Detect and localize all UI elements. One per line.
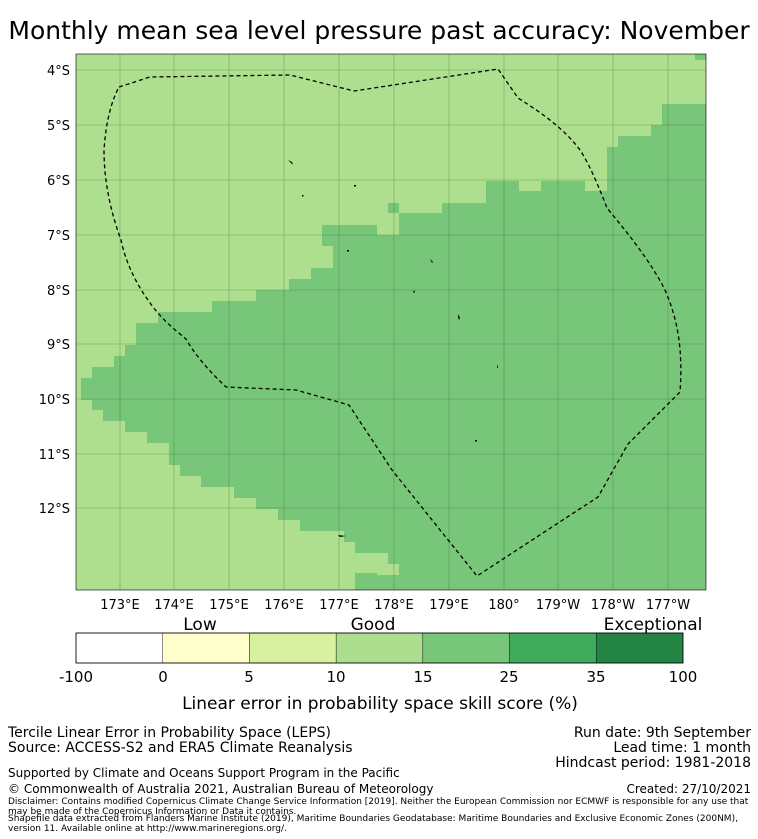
method-text: Tercile Linear Error in Probability Spac… [8,725,331,741]
lon-label: 178°E [374,598,414,613]
skill-cell-corner [695,54,706,60]
colorbar-swatch [335,632,424,664]
island [497,364,498,368]
lat-label: 8°S [47,284,70,299]
lon-label: 179°E [429,598,469,613]
lon-label: 174°E [154,598,194,613]
colorbar-tick: 25 [499,668,518,686]
island [302,195,304,197]
skill-cell-bottom [355,573,377,590]
skill-region-higher [81,104,706,590]
lat-label: 12°S [39,502,70,517]
map-gridlines [76,54,706,590]
shapefile-credit: Shapefile data extracted from Flanders M… [8,814,738,834]
colorbar-swatch [596,632,684,664]
colorbar-tick: 35 [586,668,605,686]
map-frame [75,53,707,591]
lat-label: 4°S [47,64,70,79]
source-text: Source: ACCESS-S2 and ERA5 Climate Reana… [8,740,353,756]
colorbar [75,632,684,664]
longitude-axis: 173°E 174°E 175°E 176°E 177°E 178°E 179°… [100,598,690,613]
island [430,259,433,263]
colorbar-swatch [509,632,597,664]
colorbar-tick: 100 [669,668,698,686]
island [413,290,415,293]
lead-time: Lead time: 1 month [613,740,751,756]
lat-label: 9°S [47,338,70,353]
map-panel [76,54,706,590]
lat-label: 6°S [47,174,70,189]
lon-label: 173°E [100,598,140,613]
page-title: Monthly mean sea level pressure past acc… [8,16,750,45]
disclaimer-text: Disclaimer: Contains modified Copernicus… [8,797,749,817]
lon-label: 179°W [536,598,580,613]
lon-label: 180° [488,598,519,613]
lat-label: 11°S [39,448,70,463]
island [354,185,356,187]
colorbar-tick: 15 [413,668,432,686]
footer-left: Tercile Linear Error in Probability Spac… [8,726,353,756]
island [475,440,477,442]
colorbar-swatch [422,632,510,664]
colorbar-label: Linear error in probability space skill … [182,694,578,714]
hindcast-period: Hindcast period: 1981-2018 [555,755,751,771]
run-date: Run date: 9th September [573,725,751,741]
skill-map-figure: 4°S 5°S 6°S 7°S 8°S 9°S 10°S 11°S 12°S 1… [39,53,707,714]
copyright-text: © Commonwealth of Australia 2021, Austra… [8,782,434,796]
lon-label: 176°E [264,598,304,613]
colorbar-ticks: -100 0 5 10 15 25 35 100 [59,668,697,686]
colorbar-tick: 0 [158,668,168,686]
island [338,535,346,537]
lon-label: 175°E [209,598,249,613]
colorbar-swatch [75,632,163,664]
island [288,160,293,165]
footer-right: Run date: 9th September Lead time: 1 mon… [555,726,751,771]
category-good: Good [351,615,396,635]
colorbar-categories: Low Good Exceptional [183,615,702,635]
category-exceptional: Exceptional [604,615,703,635]
colorbar-tick: -100 [59,668,93,686]
colorbar-tick: 10 [326,668,345,686]
colorbar-swatch [162,632,250,664]
supported-text: Supported by Climate and Oceans Support … [8,766,400,780]
island [458,314,460,320]
lat-label: 10°S [39,393,70,408]
category-low: Low [183,615,217,635]
colorbar-frame [75,632,684,664]
lon-label: 177°E [319,598,359,613]
colorbar-tick: 5 [244,668,254,686]
lat-label: 7°S [47,229,70,244]
created-date: Created: 27/10/2021 [626,782,751,796]
colorbar-swatch [249,632,337,664]
lon-label: 178°W [591,598,635,613]
eez-boundary [103,68,682,577]
latitude-axis: 4°S 5°S 6°S 7°S 8°S 9°S 10°S 11°S 12°S [39,64,70,517]
lat-label: 5°S [47,119,70,134]
islands [288,160,498,537]
island [347,250,349,252]
lon-label: 177°W [646,598,690,613]
